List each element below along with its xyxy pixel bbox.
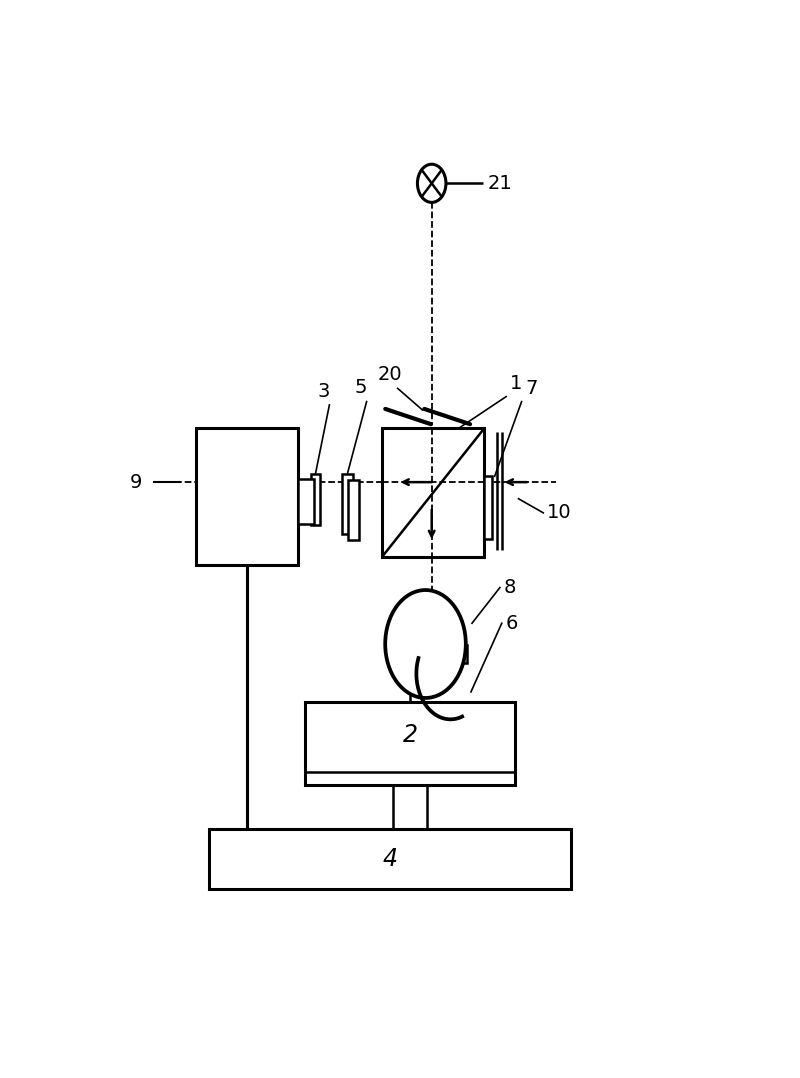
Text: 7: 7 (526, 379, 538, 398)
Bar (485, 476, 493, 539)
Bar (305, 702, 515, 785)
Bar (342, 474, 353, 534)
Text: 1: 1 (510, 374, 522, 393)
Text: 3: 3 (317, 382, 330, 401)
Text: 4: 4 (382, 847, 398, 871)
Text: 10: 10 (547, 503, 572, 523)
Text: 5: 5 (354, 378, 366, 398)
Text: 2: 2 (402, 723, 418, 747)
Text: 9: 9 (130, 472, 142, 492)
Text: 6: 6 (506, 613, 518, 633)
Bar (298, 479, 314, 524)
Bar (209, 829, 571, 889)
Circle shape (386, 590, 466, 697)
Text: 8: 8 (504, 578, 516, 597)
Circle shape (418, 164, 446, 203)
Bar (348, 481, 359, 540)
Bar (454, 645, 467, 663)
Text: 20: 20 (378, 365, 402, 384)
Text: 21: 21 (488, 174, 513, 193)
Bar (196, 428, 298, 565)
Bar (310, 474, 320, 525)
Bar (382, 428, 485, 557)
